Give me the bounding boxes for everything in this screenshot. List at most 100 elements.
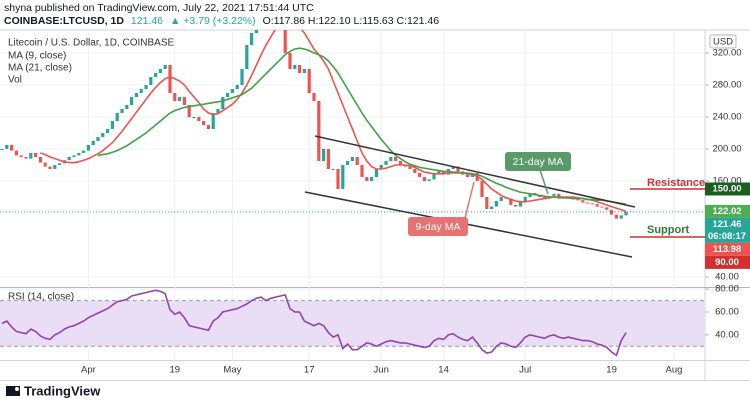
candle	[24, 157, 27, 159]
candle	[34, 153, 37, 157]
candle	[245, 45, 248, 69]
y-tick-label: 280.00	[712, 80, 741, 91]
candle	[365, 177, 368, 181]
candle	[596, 204, 599, 206]
price-tag-label: 113.98	[713, 244, 742, 255]
legend-entry: MA (21, close)	[8, 63, 72, 74]
candle	[428, 179, 431, 181]
candle	[82, 151, 85, 153]
candle	[173, 93, 176, 101]
change: ▲ +3.79 (+3.22%)	[170, 15, 256, 27]
candle	[168, 65, 171, 93]
author-line: shyna published on TradingView.com, July…	[4, 2, 314, 14]
x-tick-label: Apr	[81, 365, 96, 376]
header-line: COINBASE:LTCUSD, 1D 121.46 ▲ +3.79 (+3.2…	[4, 15, 439, 27]
candle	[15, 151, 18, 156]
candle	[120, 109, 123, 113]
candle	[44, 163, 47, 167]
candle	[293, 65, 296, 69]
candle	[87, 145, 90, 151]
candle	[466, 175, 469, 177]
candle	[308, 69, 311, 93]
candle	[197, 117, 200, 121]
candle	[96, 137, 99, 141]
candle	[298, 65, 301, 73]
candle	[423, 177, 426, 181]
y-tick-label: 240.00	[712, 112, 741, 123]
y-tick-label: 200.00	[712, 144, 741, 155]
x-tick-label: 19	[170, 365, 181, 376]
annotation-label: Support	[647, 224, 689, 236]
candle	[58, 163, 61, 165]
x-tick-label: 19	[606, 365, 617, 376]
candle	[207, 125, 210, 129]
candle	[149, 77, 152, 85]
x-tick-label: Aug	[666, 365, 683, 376]
candle	[413, 169, 416, 173]
candle	[178, 97, 181, 101]
candle	[336, 169, 339, 189]
candle	[106, 129, 109, 133]
candle	[288, 53, 291, 69]
candle	[341, 165, 344, 189]
candle	[605, 207, 608, 209]
x-tick-label: May	[223, 365, 241, 376]
annotation-label: Resistance	[647, 177, 705, 189]
candle	[576, 199, 579, 200]
candle	[600, 207, 603, 208]
annotation-label: 21-day MA	[513, 156, 564, 168]
y-tick-label: 40.00	[715, 329, 739, 340]
candle	[317, 101, 320, 161]
candle	[346, 161, 349, 165]
candle	[322, 149, 325, 161]
candle	[20, 155, 23, 157]
candle	[116, 113, 119, 121]
candle	[303, 69, 306, 73]
candle	[552, 194, 555, 196]
candle	[394, 157, 397, 161]
x-tick-label: 14	[438, 365, 449, 376]
candle	[356, 157, 359, 165]
candle	[68, 157, 71, 160]
candle	[53, 165, 56, 169]
candle	[154, 73, 157, 77]
candle	[226, 93, 229, 97]
candle	[111, 121, 114, 129]
brand: TradingView	[24, 383, 101, 398]
candle	[236, 85, 239, 89]
y-tick-label: 60.00	[715, 307, 739, 318]
candle	[183, 97, 186, 105]
y-tick-label: 80.00	[715, 284, 739, 295]
price-tag-sublabel: 06:08:17	[708, 231, 746, 242]
candle	[48, 167, 51, 169]
candle	[389, 157, 392, 161]
legend-entry: RSI (14, close)	[8, 292, 74, 303]
candle	[485, 197, 488, 209]
candle	[500, 197, 503, 201]
candle	[192, 117, 195, 118]
candle	[351, 157, 354, 161]
candle	[29, 153, 32, 159]
candle	[375, 169, 378, 177]
candle	[524, 197, 527, 201]
candle	[312, 93, 315, 101]
candle	[39, 157, 42, 163]
price-tag-label: 90.00	[715, 257, 739, 268]
candle	[10, 145, 13, 151]
candle	[240, 69, 243, 85]
candle	[140, 89, 143, 93]
y-tick-label: 320.00	[712, 48, 741, 59]
candle	[250, 33, 253, 45]
x-tick-label: Jun	[374, 365, 389, 376]
candle	[586, 203, 589, 204]
symbol: COINBASE:LTCUSD, 1D	[4, 15, 124, 27]
candle	[591, 203, 594, 204]
candle	[72, 155, 75, 157]
price-tag-label: 122.02	[712, 206, 741, 217]
annotation-label: 9-day MA	[416, 221, 461, 233]
candle	[620, 215, 623, 218]
x-tick-label: Jul	[519, 365, 531, 376]
candle	[624, 212, 627, 216]
price-tag-label: 150.00	[712, 184, 741, 195]
